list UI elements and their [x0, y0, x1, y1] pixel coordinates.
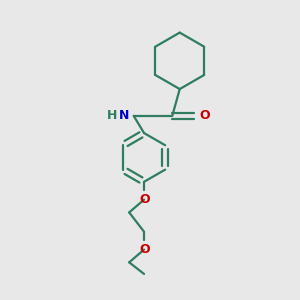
Text: H: H	[107, 109, 117, 122]
Text: O: O	[199, 109, 210, 122]
Text: O: O	[140, 193, 150, 206]
Text: O: O	[140, 243, 150, 256]
Text: N: N	[119, 109, 129, 122]
